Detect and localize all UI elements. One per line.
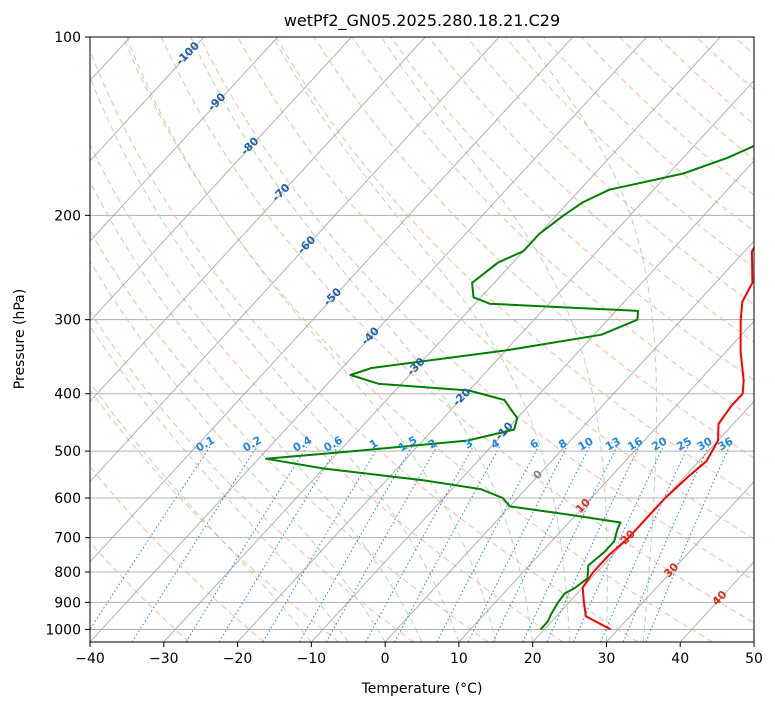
dry-adiabat [90, 229, 489, 642]
isotherm [90, 37, 426, 403]
isotherm [384, 240, 754, 642]
mixing-ratio-line [262, 445, 380, 642]
background-lines [0, 37, 754, 642]
mixing-ratio-line [218, 445, 339, 642]
mixing-ratio-line [467, 445, 568, 642]
mixing-ratio-line [325, 445, 438, 642]
moist-adiabat [90, 260, 386, 642]
plot-frame [89, 36, 755, 643]
isotherm [90, 37, 352, 322]
isotherm [90, 37, 647, 642]
moist-adiabat [380, 37, 608, 642]
dry-adiabat [351, 37, 754, 420]
dry-adiabat [543, 37, 754, 232]
x-tick-label: −10 [297, 651, 327, 667]
mixing-ratio-line [90, 445, 211, 631]
data-series [265, 144, 754, 631]
y-tick-label: 100 [54, 30, 81, 46]
x-tick-label: −20 [223, 651, 253, 667]
moist-adiabat [272, 37, 571, 642]
y-axis-label: Pressure (hPa) [12, 289, 28, 389]
y-tick-label: 800 [54, 565, 81, 581]
isotherm [606, 480, 754, 642]
isotherm [163, 37, 721, 642]
dry-adiabat [428, 37, 754, 343]
chart-title: wetPf2_GN05.2025.280.18.21.C29 [284, 11, 560, 31]
dry-adiabat [199, 37, 754, 581]
dry-adiabat [122, 37, 713, 642]
mixing-ratio-line [185, 445, 308, 642]
dry-adiabat [90, 465, 265, 642]
dry-adiabat [696, 37, 754, 90]
y-tick-label: 400 [54, 387, 81, 403]
mixing-ratio-line [365, 445, 474, 642]
dry-adiabat [275, 37, 754, 499]
y-tick-label: 900 [54, 595, 81, 611]
dry-adiabat [313, 37, 754, 459]
isotherm [90, 37, 205, 162]
y-tick-label: 500 [54, 444, 81, 460]
x-tick-label: 30 [598, 651, 616, 667]
isotherm [90, 37, 279, 242]
mixing-ratio-line [492, 445, 591, 642]
mixing-ratio-line [573, 445, 665, 642]
y-tick-label: 700 [54, 531, 81, 547]
isotherm [237, 79, 754, 642]
y-tick-label: 1000 [45, 622, 81, 638]
moist-adiabat [90, 381, 312, 642]
moist-adiabat [190, 37, 534, 642]
x-tick-label: −30 [149, 651, 179, 667]
x-tick-label: 20 [524, 651, 542, 667]
moist-adiabat [90, 325, 349, 642]
isotherm [0, 37, 56, 642]
y-tick-label: 600 [54, 491, 81, 507]
y-tick-label: 300 [54, 313, 81, 329]
mixing-ratio-line [131, 445, 258, 642]
dry-adiabat [581, 37, 754, 196]
dry-adiabat [90, 49, 639, 642]
mixing-ratio-line [522, 445, 618, 642]
temperature-line [581, 245, 754, 631]
x-tick-label: 10 [450, 651, 468, 667]
dewpoint-line [265, 144, 754, 631]
moist-adiabat [524, 37, 658, 642]
dry-adiabat [90, 143, 564, 642]
mixing-ratio-line [600, 445, 689, 642]
moist-adiabat [126, 37, 497, 642]
isotherm [458, 320, 754, 642]
isotherm [753, 641, 754, 642]
isotherm [90, 37, 500, 483]
dry-adiabat [90, 541, 190, 642]
isotherm [679, 561, 754, 642]
isotherm [310, 160, 754, 642]
mixing-ratio-line [645, 445, 731, 642]
x-tick-label: 40 [671, 651, 689, 667]
mixing-ratio-line [394, 445, 501, 642]
dry-adiabat [390, 37, 754, 381]
isotherm [90, 37, 574, 563]
x-tick-label: 50 [745, 651, 763, 667]
x-axis-label: Temperature (°C) [361, 681, 483, 697]
mixing-ratio-line [436, 445, 540, 642]
dry-adiabat [90, 310, 414, 642]
y-tick-label: 200 [54, 208, 81, 224]
moist-adiabat [90, 180, 423, 642]
mixing-ratio-line [299, 445, 413, 642]
line-labels: 0.1 0.2 0.4 0.6 1 1.5 2 3 4 6 8 10 13 16 20 25 30 36-100-… [173, 39, 735, 608]
axis-ticks: −40 −30 −20 −10 0 10 20 30 40 50 100 200 300 400 500 60… [45, 30, 763, 667]
x-tick-label: 0 [381, 651, 390, 667]
dry-adiabat [90, 389, 339, 642]
mixing-ratio-line [546, 445, 640, 642]
dry-adiabat [504, 37, 754, 269]
x-tick-label: −40 [75, 651, 105, 667]
moist-adiabat [90, 76, 460, 642]
